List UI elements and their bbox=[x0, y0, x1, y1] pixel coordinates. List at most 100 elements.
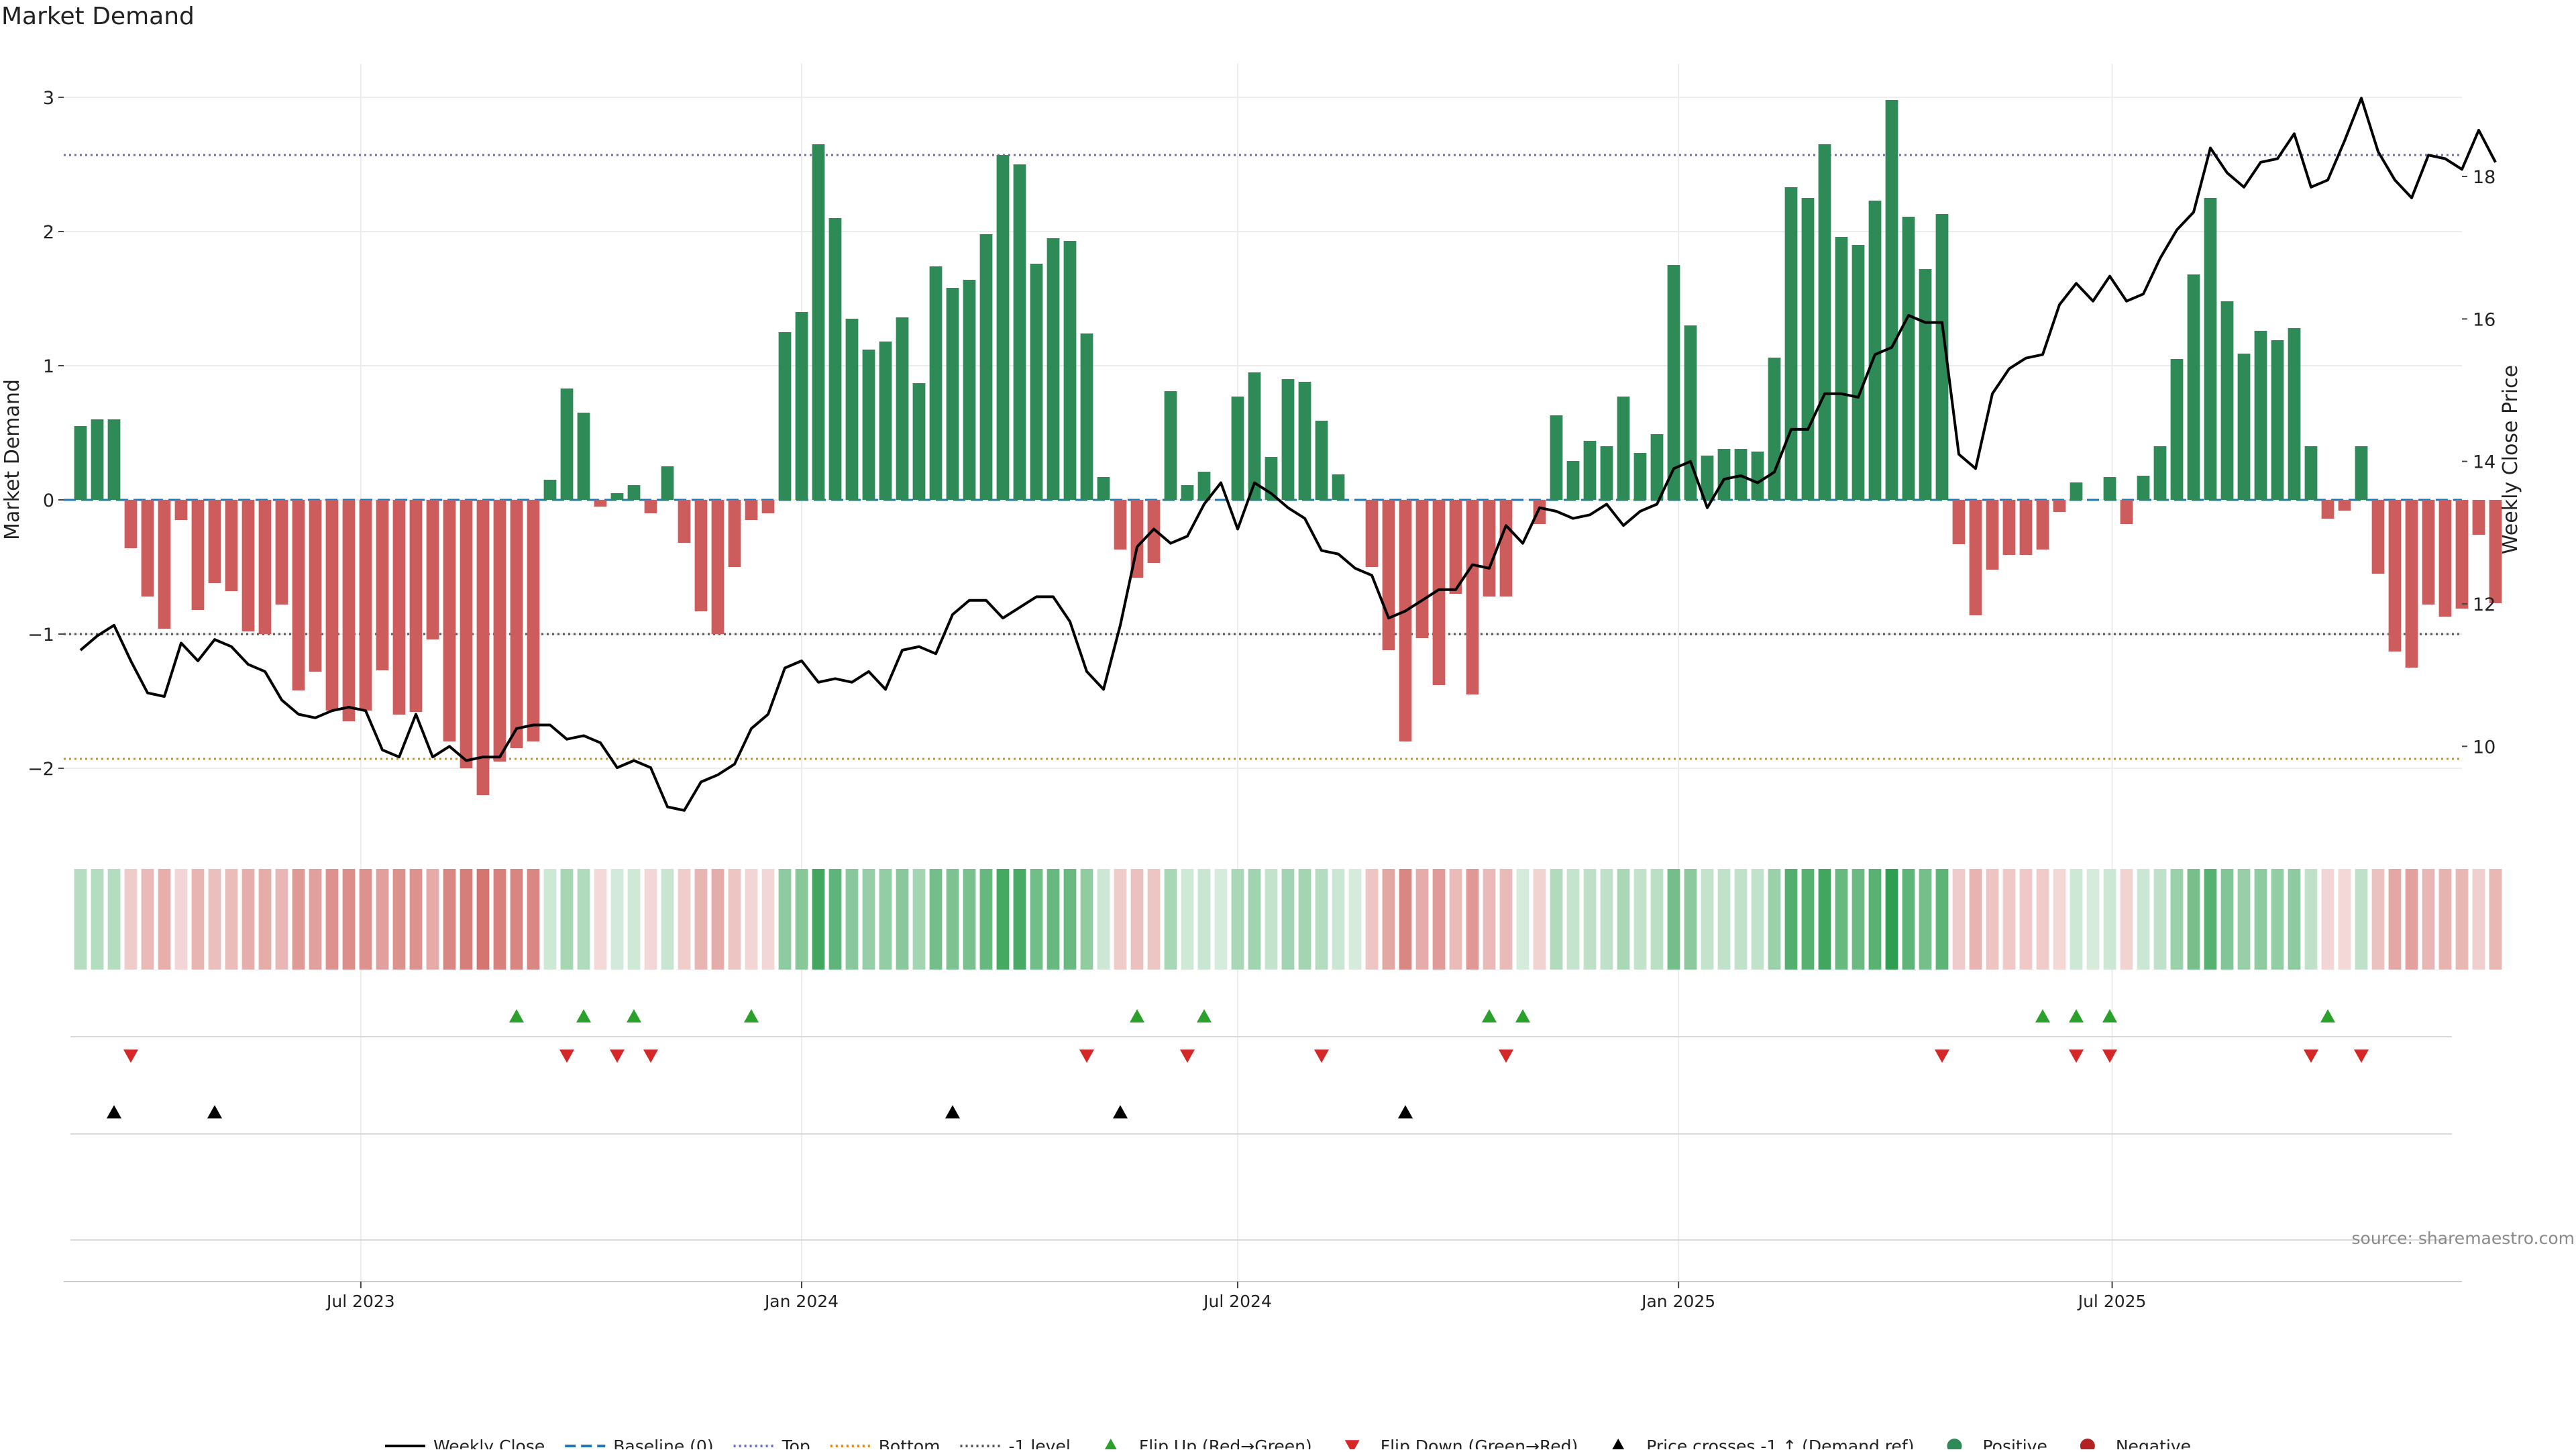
heat-cell bbox=[1315, 869, 1328, 970]
heat-cell bbox=[1516, 869, 1529, 970]
demand-bar-negative bbox=[2019, 500, 2033, 555]
demand-bar-negative bbox=[174, 500, 188, 520]
y2-tick-label: 14 bbox=[2473, 452, 2496, 473]
flip-up-marker bbox=[1130, 1009, 1144, 1023]
heat-cell bbox=[1566, 869, 1580, 970]
heat-cell bbox=[1902, 869, 1915, 970]
demand-bar-negative bbox=[1382, 500, 1395, 650]
demand-bar-negative bbox=[644, 500, 657, 513]
legend-label: Baseline (0) bbox=[613, 1437, 713, 1449]
demand-bar-positive bbox=[1281, 379, 1295, 500]
demand-bar-positive bbox=[1600, 446, 1613, 500]
y-tick-label: −1 bbox=[28, 625, 54, 645]
heat-cell bbox=[1030, 869, 1043, 970]
heat-cell bbox=[778, 869, 792, 970]
demand-bar-negative bbox=[225, 500, 238, 591]
weekly-close-line bbox=[79, 97, 2497, 812]
heat-cell bbox=[627, 869, 641, 970]
demand-bar-negative bbox=[443, 500, 456, 741]
demand-bar-negative bbox=[2338, 500, 2351, 511]
demand-bar-negative bbox=[409, 500, 423, 712]
legend-label: Top bbox=[782, 1437, 810, 1449]
heat-cell bbox=[543, 869, 557, 970]
flip-down-marker bbox=[1499, 1049, 1513, 1063]
heat-cell bbox=[728, 869, 741, 970]
demand-bar-positive bbox=[1030, 264, 1043, 500]
heat-cell bbox=[1348, 869, 1362, 970]
demand-bar-positive bbox=[1935, 214, 1949, 500]
demand-bar-positive bbox=[1717, 449, 1731, 500]
heat-cell bbox=[1415, 869, 1429, 970]
heat-cell bbox=[644, 869, 657, 970]
heat-cell bbox=[2371, 869, 2385, 970]
price-cross-marker bbox=[1398, 1105, 1413, 1119]
demand-bar-negative bbox=[728, 500, 741, 567]
heat-cell bbox=[527, 869, 540, 970]
heat-cell bbox=[2388, 869, 2402, 970]
demand-bar-negative bbox=[2388, 500, 2402, 652]
heat-cell bbox=[1801, 869, 1815, 970]
flip-up-marker bbox=[2035, 1009, 2050, 1023]
heat-cell bbox=[577, 869, 590, 970]
heat-cell bbox=[2288, 869, 2301, 970]
heat-cell bbox=[594, 869, 607, 970]
demand-bar-positive bbox=[1885, 100, 1898, 500]
demand-bar-negative bbox=[1483, 500, 1496, 597]
heat-cell bbox=[141, 869, 154, 970]
demand-bar-negative bbox=[2002, 500, 2016, 555]
demand-bar-positive bbox=[610, 493, 624, 500]
heat-cell bbox=[2271, 869, 2284, 970]
heat-cell bbox=[2489, 869, 2502, 970]
heat-cell bbox=[1919, 869, 1932, 970]
heat-cell bbox=[795, 869, 808, 970]
demand-bar-positive bbox=[1768, 358, 1781, 500]
demand-bar-positive bbox=[74, 426, 87, 500]
flip-up-marker bbox=[576, 1009, 591, 1023]
heat-cell bbox=[2220, 869, 2234, 970]
demand-bar-positive bbox=[2355, 446, 2368, 500]
demand-bar-negative bbox=[1399, 500, 1412, 741]
x-tick-label: Jan 2025 bbox=[1640, 1292, 1715, 1311]
heat-cell bbox=[1952, 869, 1966, 970]
heat-cell bbox=[1063, 869, 1077, 970]
flip-down-marker bbox=[123, 1049, 138, 1063]
demand-bar-negative bbox=[460, 500, 473, 768]
demand-bar-negative bbox=[745, 500, 758, 520]
heat-cell bbox=[1231, 869, 1244, 970]
demand-bar-positive bbox=[1550, 415, 1563, 500]
y2-tick-label: 10 bbox=[2473, 737, 2496, 758]
heat-cell bbox=[309, 869, 322, 970]
heat-cell bbox=[1365, 869, 1379, 970]
heat-cell bbox=[208, 869, 221, 970]
heat-cell bbox=[1164, 869, 1177, 970]
heat-cell bbox=[1667, 869, 1680, 970]
demand-bar-negative bbox=[678, 500, 691, 543]
heat-cell bbox=[409, 869, 423, 970]
heat-cell bbox=[2472, 869, 2485, 970]
demand-bar-positive bbox=[1248, 372, 1261, 500]
demand-bar-positive bbox=[1063, 241, 1077, 500]
demand-bar-positive bbox=[1684, 325, 1697, 500]
heat-cell bbox=[443, 869, 456, 970]
demand-bar-negative bbox=[510, 500, 523, 748]
heat-cell bbox=[812, 869, 825, 970]
demand-bar-positive bbox=[1164, 391, 1177, 500]
heat-cell bbox=[1717, 869, 1731, 970]
demand-bar-negative bbox=[359, 500, 372, 711]
heat-cell bbox=[1851, 869, 1865, 970]
flip-up-marker bbox=[1515, 1009, 1530, 1023]
demand-bar-positive bbox=[1315, 421, 1328, 500]
demand-bar-positive bbox=[1181, 485, 1194, 500]
heat-cell bbox=[325, 869, 339, 970]
demand-bar-positive bbox=[1667, 265, 1680, 500]
heat-cell bbox=[1533, 869, 1546, 970]
flip-up-marker bbox=[509, 1009, 524, 1023]
heat-cell bbox=[1650, 869, 1664, 970]
demand-bar-positive bbox=[1080, 333, 1093, 500]
price-cross-marker bbox=[207, 1105, 222, 1119]
demand-bar-negative bbox=[1114, 500, 1127, 550]
demand-bar-positive bbox=[862, 350, 875, 500]
heat-cell bbox=[996, 869, 1010, 970]
demand-bar-positive bbox=[963, 280, 976, 500]
